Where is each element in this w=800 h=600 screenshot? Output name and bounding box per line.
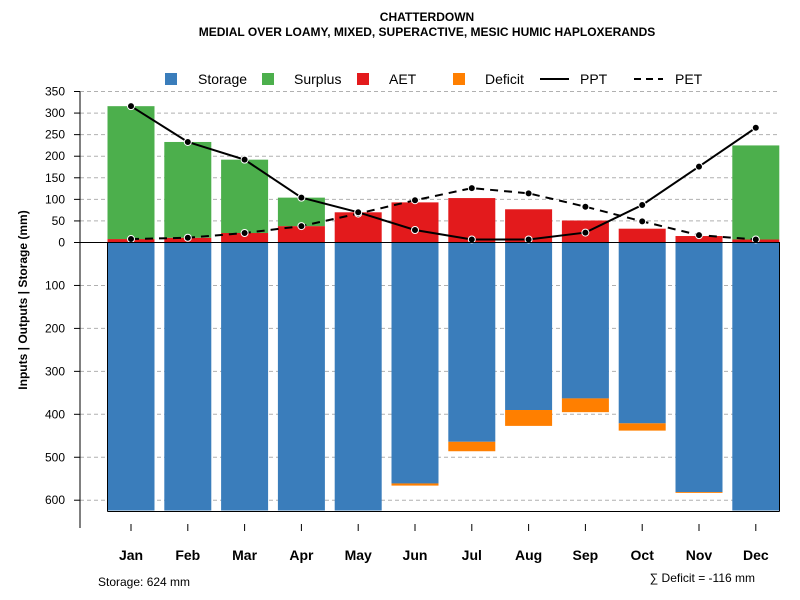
aet-bar	[221, 233, 269, 243]
pet-line-point	[638, 217, 647, 226]
legend-deficit-label: Deficit	[485, 71, 524, 87]
pet-line-point	[183, 233, 192, 242]
deficit-bar	[618, 423, 666, 431]
aet-bar	[277, 226, 325, 243]
ppt-line-point	[467, 235, 476, 244]
legend-ppt-label: PPT	[580, 71, 608, 87]
x-tick-label: Jun	[403, 547, 428, 563]
aet-bar	[618, 228, 666, 243]
legend: Storage Surplus AET Deficit PPT PET	[165, 71, 703, 87]
x-tick-label: Aug	[515, 547, 542, 563]
storage-bar	[277, 242, 325, 511]
legend-deficit-swatch	[453, 73, 465, 85]
aet-bar	[675, 236, 723, 243]
x-tick-label: Sep	[573, 547, 599, 563]
storage-bar	[561, 242, 609, 399]
deficit-bar	[561, 398, 609, 413]
pet-line-point	[581, 202, 590, 211]
surplus-bar	[221, 159, 269, 234]
deficit-note: ∑ Deficit = -116 mm	[650, 571, 755, 585]
ppt-line-point	[354, 208, 363, 217]
ppt-line-point	[411, 225, 419, 234]
ppt-line-point	[524, 235, 533, 244]
x-tick-label: Feb	[175, 547, 200, 563]
x-tick-label: Jan	[119, 547, 143, 563]
ppt-line-point	[751, 123, 760, 132]
pet-line-point	[240, 229, 249, 238]
legend-aet-label: AET	[389, 71, 417, 87]
storage-bar	[505, 242, 553, 411]
axes: 350300250200150100500100200300400500600J…	[45, 85, 780, 563]
storage-note: Storage: 624 mm	[98, 575, 190, 589]
lines	[127, 102, 760, 244]
deficit-bar	[391, 483, 439, 486]
storage-bar	[732, 242, 780, 511]
y-tick-label: 600	[45, 493, 65, 507]
legend-surplus-swatch	[262, 73, 274, 85]
x-tick-label: Dec	[743, 547, 769, 563]
deficit-bar	[448, 441, 496, 452]
y-axis-label: Inputs | Outputs | Storage (mm)	[16, 210, 30, 389]
ppt-line-point	[127, 102, 135, 111]
chart-subtitle: MEDIAL OVER LOAMY, MIXED, SUPERACTIVE, M…	[199, 25, 656, 39]
pet-line-point	[467, 184, 476, 193]
pet-line-point	[297, 222, 306, 231]
storage-bar	[618, 242, 666, 424]
ppt-line-point	[240, 155, 249, 164]
deficit-bar	[675, 492, 723, 493]
y-tick-label: 100	[45, 192, 65, 206]
y-tick-label: 500	[45, 450, 65, 464]
y-tick-label: 200	[45, 149, 65, 163]
surplus-bar	[164, 141, 212, 238]
x-tick-label: Nov	[686, 547, 713, 563]
pet-line	[130, 187, 756, 241]
bars	[107, 106, 780, 511]
pet-line-point	[751, 235, 760, 244]
y-tick-label: 50	[52, 214, 66, 228]
chart-title: CHATTERDOWN	[380, 10, 474, 24]
storage-bar	[334, 242, 382, 511]
x-tick-label: Oct	[631, 547, 655, 563]
pet-line-point	[524, 189, 533, 198]
surplus-bar	[732, 145, 780, 240]
x-tick-label: Jul	[462, 547, 482, 563]
ppt-line-point	[581, 228, 590, 237]
pet-line-point	[127, 235, 135, 244]
storage-bar	[675, 242, 723, 493]
aet-bar	[391, 202, 439, 243]
ppt-line-point	[297, 193, 306, 202]
aet-bar	[448, 198, 496, 243]
y-tick-label: 300	[45, 106, 65, 120]
legend-storage-swatch	[165, 73, 177, 85]
y-tick-label: 300	[45, 364, 65, 378]
y-tick-label: 250	[45, 128, 65, 142]
ppt-line	[130, 105, 757, 241]
deficit-bar	[505, 410, 553, 426]
ppt-line-point	[695, 162, 703, 171]
x-tick-label: May	[345, 547, 372, 563]
legend-surplus-label: Surplus	[294, 71, 341, 87]
y-tick-label: 0	[58, 236, 65, 250]
legend-storage-label: Storage	[198, 71, 247, 87]
storage-bar	[221, 242, 269, 511]
legend-pet-label: PET	[675, 71, 703, 87]
y-tick-label: 150	[45, 171, 65, 185]
y-tick-label: 350	[45, 85, 65, 99]
x-tick-label: Mar	[232, 547, 257, 563]
legend-aet-swatch	[357, 73, 369, 85]
pet-line-point	[695, 231, 703, 240]
storage-bar	[391, 242, 439, 484]
ppt-line-point	[638, 200, 647, 209]
y-tick-label: 100	[45, 278, 65, 292]
storage-bar	[164, 242, 212, 511]
storage-bar	[107, 242, 155, 511]
y-tick-label: 200	[45, 321, 65, 335]
pet-line-point	[411, 196, 419, 205]
ppt-line-point	[183, 137, 192, 146]
x-tick-label: Apr	[289, 547, 314, 563]
y-tick-label: 400	[45, 407, 65, 421]
storage-bar	[448, 242, 496, 442]
surplus-bar	[107, 106, 155, 240]
